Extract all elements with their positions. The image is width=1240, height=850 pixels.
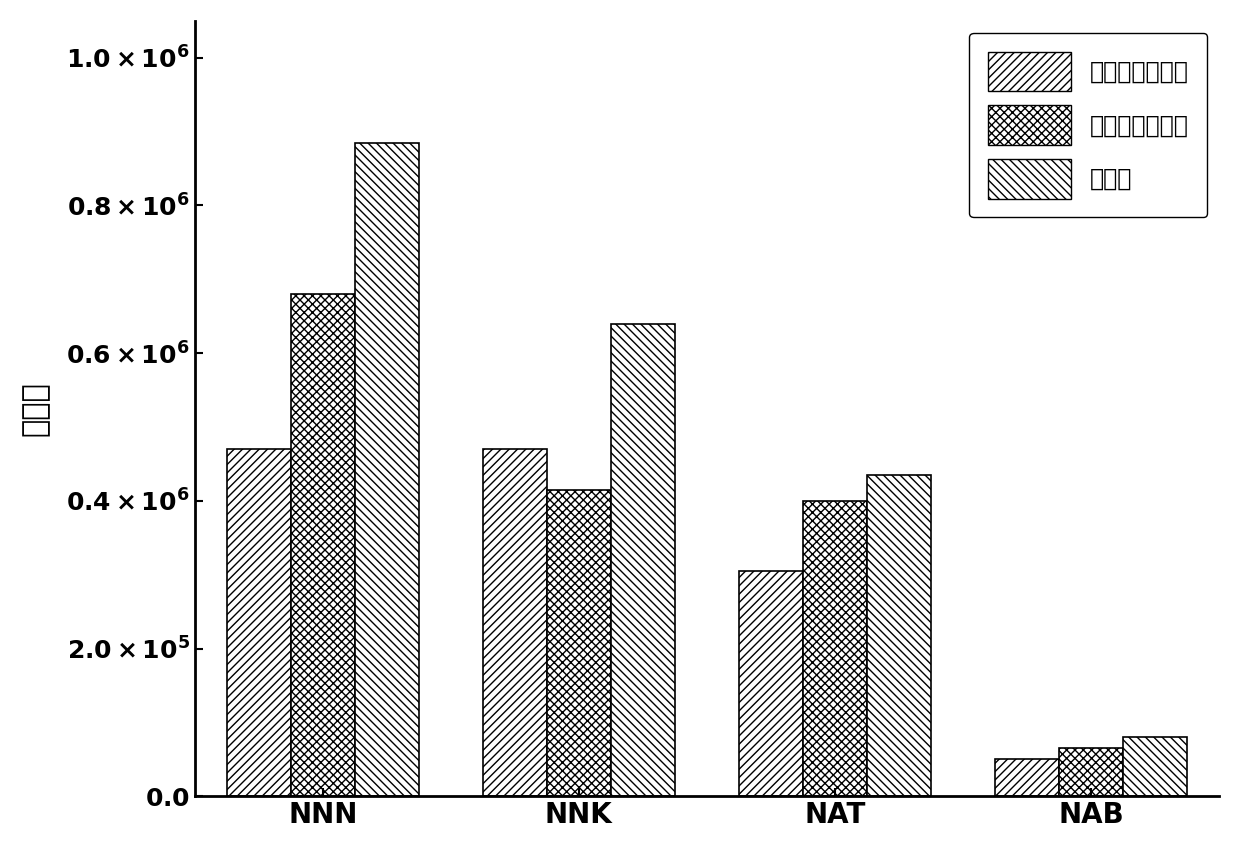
Bar	[1059, 748, 1123, 796]
Legend: 氨基修饰石墨烯, 羧酸修饰石墨烯, 石墨烯: 氨基修饰石墨烯, 羧酸修饰石墨烯, 石墨烯	[970, 32, 1208, 218]
Bar	[804, 501, 867, 796]
Bar	[547, 490, 611, 796]
Bar	[611, 324, 675, 796]
Bar	[290, 294, 355, 796]
Bar	[994, 759, 1059, 796]
Bar	[867, 475, 931, 796]
Y-axis label: 峰面积: 峰面积	[21, 381, 50, 436]
Bar	[227, 449, 290, 796]
Bar	[1123, 737, 1187, 796]
Bar	[482, 449, 547, 796]
Bar	[739, 571, 804, 796]
Bar	[355, 143, 419, 796]
